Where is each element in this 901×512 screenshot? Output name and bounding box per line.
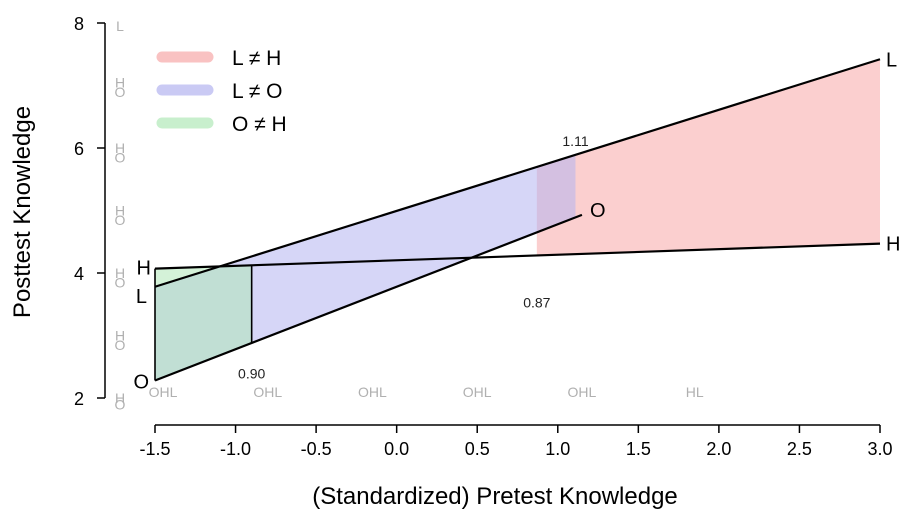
annotation-label: 0.87 — [523, 294, 550, 310]
rug-label-x: OHL — [253, 384, 282, 400]
rug-label-y: O — [115, 396, 126, 412]
x-tick-label: 0.0 — [384, 439, 409, 459]
legend: L ≠ H L ≠ O O ≠ H — [156, 47, 287, 136]
annotation-label: 1.11 — [562, 133, 588, 149]
region-l-vs-h — [536, 59, 880, 256]
rug-label-x: OHL — [149, 384, 178, 400]
rug-label-y: L — [116, 18, 124, 34]
y-tick-label: 2 — [74, 389, 84, 409]
axes: -1.5 -1.0 -0.5 0.0 0.5 1.0 1.5 2.0 2.5 3.0 2 4 6 8 — [74, 14, 893, 459]
series-line-o — [154, 213, 583, 382]
line-label-o: O — [590, 200, 606, 222]
x-tick-label: -1.5 — [139, 439, 170, 459]
rug-label-x: HL — [686, 384, 704, 400]
region-boundaries — [154, 265, 253, 381]
x-tick-label: -0.5 — [301, 439, 332, 459]
legend-label: L ≠ O — [232, 80, 282, 103]
series-lines — [154, 58, 881, 382]
x-tick-label: 1.0 — [545, 439, 570, 459]
x-tick-label: 0.5 — [465, 439, 490, 459]
line-label-h: H — [137, 258, 151, 280]
series-line-h — [154, 242, 881, 270]
rug-label-y: H — [115, 328, 125, 344]
line-label-l: L — [136, 286, 147, 308]
legend-label: L ≠ H — [232, 47, 281, 70]
rug-label-y: O — [115, 212, 126, 228]
y-tick-label: 6 — [74, 139, 84, 159]
series-line-l — [154, 58, 881, 288]
y-axis-title: Posttest Knowledge — [9, 106, 36, 318]
rug-label-x: OHL — [358, 384, 387, 400]
rug-label-y: O — [115, 337, 126, 353]
legend-label: O ≠ H — [232, 113, 287, 136]
rug-label-x: OHL — [463, 384, 492, 400]
x-tick-label: 3.0 — [867, 439, 892, 459]
line-label-l: L — [886, 49, 897, 71]
x-tick-label: 1.5 — [626, 439, 651, 459]
line-label-h: H — [886, 234, 900, 256]
x-axis-title: (Standardized) Pretest Knowledge — [312, 483, 678, 510]
annotation-label: 0.90 — [238, 366, 265, 382]
rug-label-x: OHL — [567, 384, 596, 400]
x-tick-label: 2.0 — [706, 439, 731, 459]
y-tick-label: 8 — [74, 14, 84, 34]
annotations: 1.11 0.87 0.90 — [238, 133, 589, 382]
rug-label-y: H — [115, 74, 125, 90]
region-l-vs-o — [155, 154, 576, 381]
rug-label-y: H — [115, 390, 125, 406]
rug-label-y: O — [115, 149, 126, 165]
x-tick-label: -1.0 — [220, 439, 251, 459]
shaded-regions — [155, 59, 880, 381]
line-label-o: O — [133, 372, 149, 394]
rug-label-y: O — [115, 84, 126, 100]
rug-labels: OHLOHLOHLOHLOHLHLLLHOHOHOHOHOHO — [115, 18, 901, 412]
rug-label-y: H — [115, 203, 125, 219]
rug-label-y: H — [115, 265, 125, 281]
y-tick-label: 4 — [74, 264, 84, 284]
rug-label-y: O — [115, 274, 126, 290]
rug-label-y: H — [115, 140, 125, 156]
x-tick-label: 2.5 — [787, 439, 812, 459]
